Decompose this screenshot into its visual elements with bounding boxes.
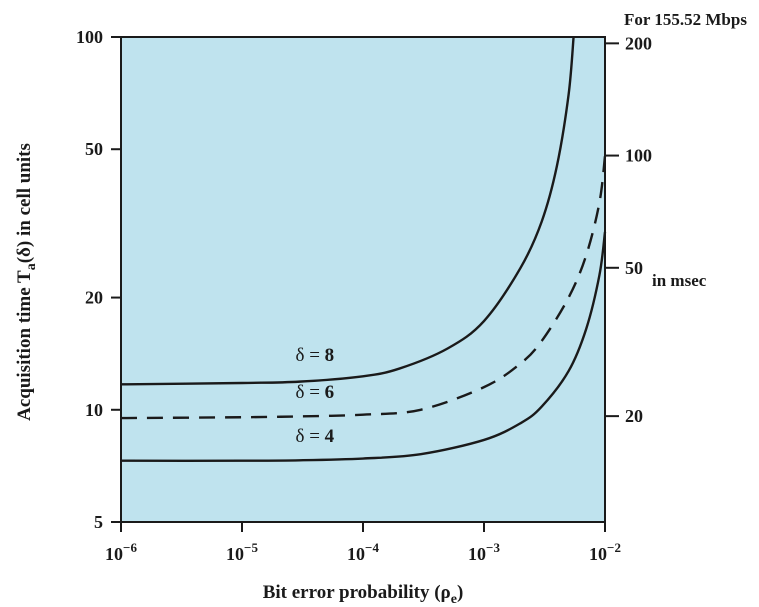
- secondary-axis-header: For 155.52 Mbps: [624, 10, 747, 29]
- x-tick-label: 10−6: [105, 540, 137, 564]
- y-tick-label: 50: [85, 139, 103, 159]
- secondary-axis-label: in msec: [652, 271, 707, 290]
- x-tick-label: 10−2: [589, 540, 621, 564]
- secondary-tick-label: 200: [625, 33, 652, 53]
- curve-delta-6: [120, 155, 607, 420]
- x-tick-label: 10−4: [347, 540, 379, 564]
- x-tick-label: 10−5: [226, 540, 258, 564]
- x-tick-label: 10−3: [468, 540, 500, 564]
- secondary-tick-label: 20: [625, 406, 643, 426]
- plot-area: [121, 37, 605, 522]
- y-tick-label: 100: [76, 27, 103, 47]
- series-label: δ = 4: [296, 426, 335, 447]
- curve-delta-8: [120, 36, 575, 386]
- y-tick-label: 5: [94, 512, 103, 532]
- y-tick-label: 10: [85, 400, 103, 420]
- y-tick-label: 20: [85, 288, 103, 308]
- series-label: δ = 6: [296, 382, 335, 403]
- series-label: δ = 8: [296, 345, 335, 366]
- secondary-tick-label: 100: [625, 146, 652, 166]
- x-axis-title: Bit error probability (ρe): [263, 582, 464, 607]
- curve-delta-4: [120, 231, 607, 462]
- y-axis-title: Acquisition time Ta(δ) in cell units: [14, 143, 39, 421]
- secondary-tick-label: 50: [625, 258, 643, 278]
